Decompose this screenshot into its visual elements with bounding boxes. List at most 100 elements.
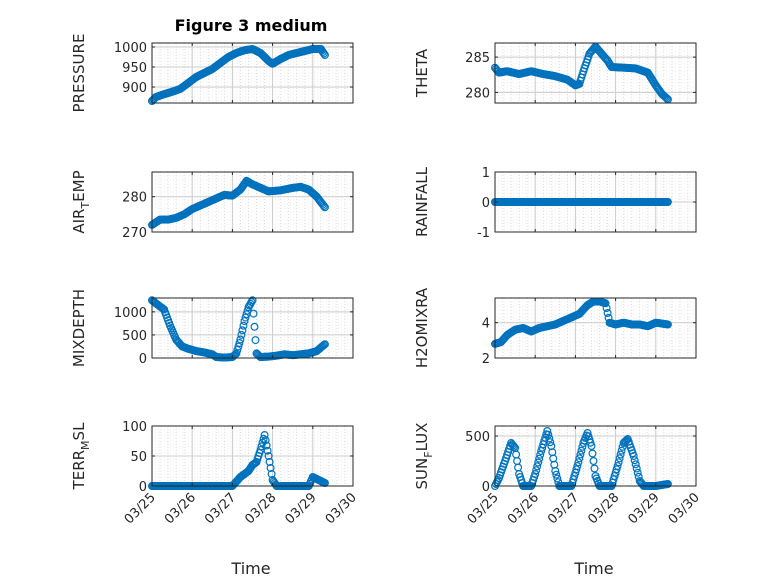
subplot-rainfall: -1 0 1 RAINFALL bbox=[413, 166, 697, 241]
data-point bbox=[615, 454, 624, 463]
axes-box bbox=[494, 42, 697, 104]
data-point bbox=[533, 462, 542, 471]
x-tick-label: 03/27 bbox=[545, 490, 582, 527]
data-point bbox=[259, 434, 268, 443]
data-point bbox=[247, 298, 256, 307]
y-axis-label-6: TERRMSL bbox=[70, 422, 92, 491]
y-axis-label-1: THETA bbox=[413, 48, 431, 98]
data-point bbox=[260, 431, 269, 440]
data-point bbox=[632, 464, 641, 473]
data-point bbox=[248, 296, 257, 305]
y-tick-label: -1 bbox=[477, 226, 490, 241]
x-tick-label: 03/25 bbox=[465, 490, 502, 527]
y-tick-label: 2 bbox=[482, 352, 490, 367]
data-point bbox=[574, 458, 583, 467]
data-point bbox=[240, 317, 249, 326]
x-tick-label: 03/28 bbox=[242, 490, 279, 527]
data-point bbox=[601, 299, 610, 308]
x-tick-label: 03/30 bbox=[323, 490, 360, 527]
data-point bbox=[616, 450, 625, 459]
data-point bbox=[251, 458, 260, 467]
y-tick-label: 500 bbox=[122, 329, 147, 344]
y-axis-label-7: SUNFLUX bbox=[413, 423, 435, 490]
x-axis-label-right: Time bbox=[573, 559, 613, 578]
data-point bbox=[262, 441, 271, 450]
data-point bbox=[267, 470, 276, 479]
subplot-h2omixra: 2 4 H2OMIXRA bbox=[413, 287, 697, 368]
data-point bbox=[590, 464, 599, 473]
data-point bbox=[588, 449, 597, 458]
data-point bbox=[534, 458, 543, 467]
data-point bbox=[634, 472, 643, 481]
data-point bbox=[319, 341, 328, 350]
data-point bbox=[603, 309, 612, 318]
data-point bbox=[586, 438, 595, 447]
x-tick-label: 03/28 bbox=[585, 490, 622, 527]
data-point bbox=[551, 467, 560, 476]
data-point bbox=[631, 460, 640, 469]
data-point bbox=[237, 330, 246, 339]
data-point bbox=[234, 342, 243, 351]
data-point bbox=[546, 438, 555, 447]
data-point bbox=[250, 322, 259, 331]
data-point bbox=[613, 462, 622, 471]
y-tick-label: 280 bbox=[465, 86, 490, 101]
data-point bbox=[532, 466, 541, 475]
data-point bbox=[318, 341, 327, 350]
data-point bbox=[251, 336, 260, 345]
y-tick-label: 1 bbox=[482, 166, 490, 181]
y-tick-label: 1000 bbox=[114, 306, 147, 321]
subplot-pressure: 900 950 1000 PRESSURE bbox=[70, 34, 354, 113]
y-tick-label: 4 bbox=[482, 317, 490, 332]
data-point bbox=[264, 452, 273, 461]
x-axis-label-left: Time bbox=[230, 559, 270, 578]
axes-box bbox=[151, 42, 354, 104]
data-point bbox=[320, 50, 329, 59]
figure-title: Figure 3 medium bbox=[175, 16, 328, 35]
data-point bbox=[257, 442, 266, 451]
data-point bbox=[266, 464, 275, 473]
data-point bbox=[531, 470, 540, 479]
data-point bbox=[545, 434, 554, 443]
data-point bbox=[575, 454, 584, 463]
data-point bbox=[319, 202, 328, 211]
y-axis-label-3: RAINFALL bbox=[413, 166, 431, 237]
x-tick-label: 03/26 bbox=[162, 490, 199, 527]
data-point bbox=[589, 457, 598, 466]
data-point bbox=[263, 446, 272, 455]
x-tick-label: 03/30 bbox=[666, 490, 703, 527]
data-point bbox=[236, 335, 245, 344]
y-axis-label-0: PRESSURE bbox=[70, 34, 88, 113]
data-point bbox=[261, 436, 270, 445]
axes-box bbox=[494, 297, 697, 359]
y-tick-label: 900 bbox=[122, 81, 147, 96]
x-tick-label: 03/27 bbox=[202, 490, 239, 527]
data-point bbox=[239, 321, 248, 330]
data-point bbox=[662, 94, 671, 103]
data-point bbox=[249, 309, 258, 318]
data-point bbox=[629, 452, 638, 461]
data-point bbox=[630, 456, 639, 465]
data-point bbox=[510, 442, 519, 451]
data-point bbox=[602, 304, 611, 313]
subplot-sun-flux: 0 500 03/25 03/26 03/27 03/28 03/29 03/30 SUNFLU… bbox=[413, 423, 703, 528]
y-tick-label: 0 bbox=[482, 196, 490, 211]
data-point bbox=[235, 339, 244, 348]
x-tick-label: 03/25 bbox=[122, 490, 159, 527]
data-point bbox=[573, 462, 582, 471]
y-tick-label: 270 bbox=[122, 226, 147, 241]
data-point bbox=[319, 49, 328, 58]
data-point bbox=[577, 446, 586, 455]
data-point bbox=[661, 93, 670, 102]
y-tick-label: 280 bbox=[122, 191, 147, 206]
data-point bbox=[265, 458, 274, 467]
data-point bbox=[576, 450, 585, 459]
subplot-mixdepth: 0 500 1000 MIXDEPTH bbox=[70, 289, 354, 367]
data-point bbox=[614, 458, 623, 467]
y-tick-label: 950 bbox=[122, 61, 147, 76]
x-tick-label: 03/26 bbox=[505, 490, 542, 527]
data-point bbox=[238, 326, 247, 335]
x-tick-label: 03/29 bbox=[626, 490, 663, 527]
y-tick-label: 100 bbox=[122, 420, 147, 435]
